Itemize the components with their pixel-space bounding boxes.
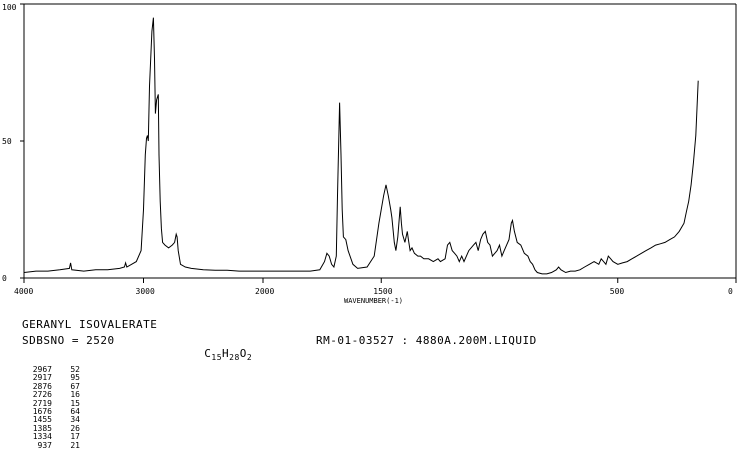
peak-row: 2726 16 [22, 390, 80, 400]
peak-intensity: 67 [70, 381, 80, 391]
y-tick-label: 50 [2, 137, 12, 146]
molecular-formula: C15H28O2 [204, 347, 253, 363]
sdbs-number: SDBSNO = 2520 [22, 334, 115, 347]
ir-spectrum-chart: 4000 3000 2000 1500 500 0 0 50 100 WAVENUMBER(-1… [2, 3, 737, 305]
peak-row: 1385 26 [22, 423, 80, 433]
peak-row: 1676 64 [22, 407, 80, 417]
peak-wavenumber: 2719 [32, 398, 52, 408]
compound-name: GERANYL ISOVALERATE [22, 318, 158, 331]
peak-wavenumber: 1676 [32, 407, 52, 417]
peak-wavenumber: 2876 [32, 381, 52, 391]
x-tick-label: 3000 [136, 287, 155, 296]
peak-intensity: 52 [70, 365, 80, 374]
peak-wavenumber: 2967 [32, 365, 52, 374]
peak-row: 1455 34 [22, 415, 80, 425]
chart-ticks: 4000 3000 2000 1500 500 0 0 50 100 [2, 3, 737, 296]
peak-intensity: 64 [70, 407, 80, 417]
peak-wavenumber: 1334 [32, 432, 52, 442]
peak-row: 2917 95 [22, 373, 80, 383]
peak-table: 2967 52 2917 95 2876 67 2726 16 2719 15 1676 64 1455… [22, 365, 80, 450]
peak-row: 2967 52 [22, 365, 80, 374]
peak-wavenumber: 2917 [32, 373, 52, 383]
peak-wavenumber: 937 [37, 440, 52, 450]
x-tick-label: 500 [610, 287, 625, 296]
chart-axes [23, 3, 737, 279]
peak-row: 2876 67 [22, 381, 80, 391]
x-axis-label: WAVENUMBER(-1) [344, 297, 403, 305]
peak-wavenumber: 1455 [32, 415, 52, 425]
y-tick-label: 100 [2, 3, 17, 12]
peak-intensity: 21 [70, 440, 80, 450]
peak-intensity: 15 [70, 398, 80, 408]
peak-row: 1334 17 [22, 432, 80, 442]
peak-wavenumber: 2726 [32, 390, 52, 400]
peak-intensity: 26 [70, 423, 80, 433]
x-tick-label: 1500 [373, 287, 392, 296]
peak-row: 937 21 [22, 440, 80, 450]
x-tick-label: 4000 [14, 287, 33, 296]
y-tick-label: 0 [2, 274, 7, 283]
measurement-info: RM-01-03527 : 4880A.200M.LIQUID [316, 334, 537, 347]
peak-intensity: 95 [70, 373, 80, 383]
x-tick-label: 2000 [255, 287, 274, 296]
x-tick-label: 0 [728, 287, 733, 296]
peak-wavenumber: 1385 [32, 423, 52, 433]
spectrum-line [24, 17, 699, 275]
peak-intensity: 17 [70, 432, 80, 442]
peak-intensity: 16 [70, 390, 80, 400]
peak-intensity: 34 [70, 415, 80, 425]
peak-row: 2719 15 [22, 398, 80, 408]
